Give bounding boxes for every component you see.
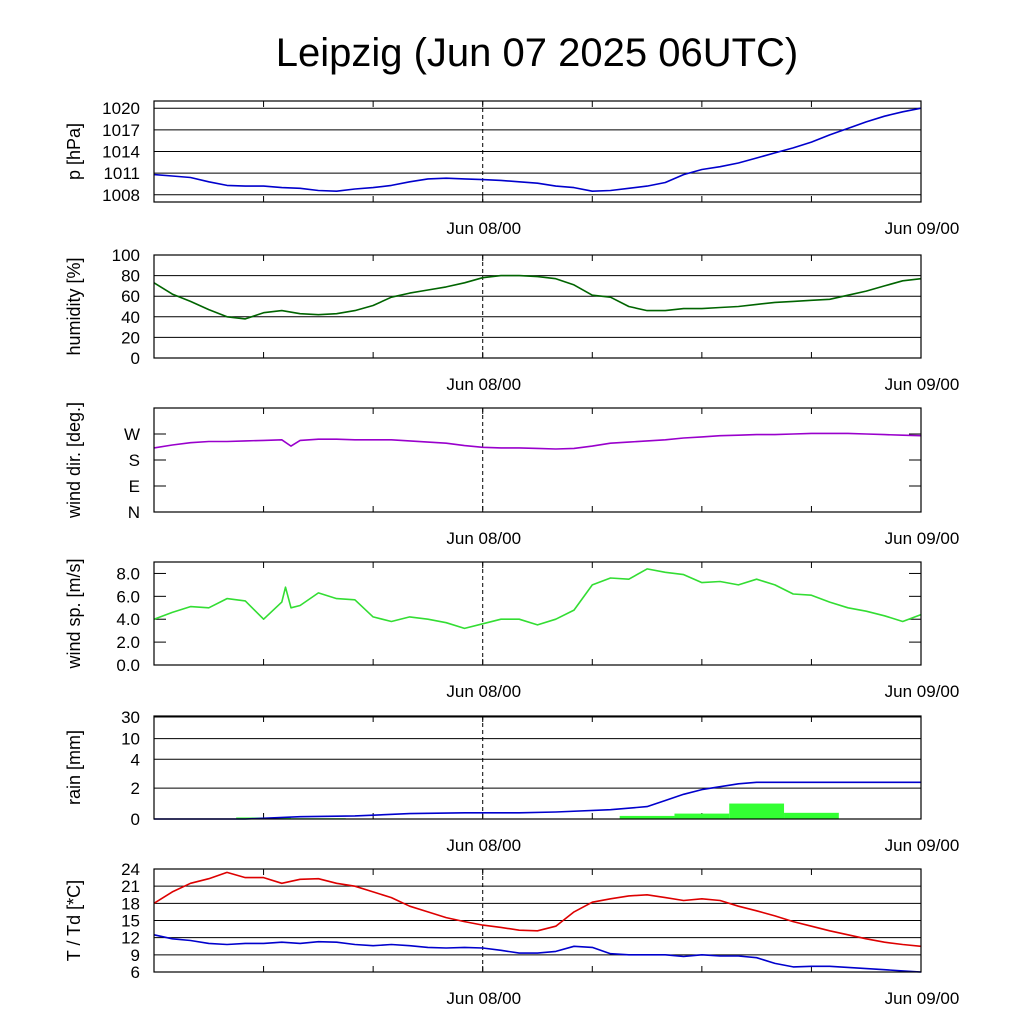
y-tick-label: 1008: [102, 186, 140, 205]
x-tick-label: Jun 08/00: [446, 836, 521, 855]
y-tick-label: 1011: [103, 164, 140, 183]
y-tick-label: 0: [131, 810, 140, 829]
x-tick-label: Jun 08/00: [446, 682, 521, 701]
series-line-rain_accum: [154, 781, 921, 820]
y-tick-label: 40: [121, 308, 140, 327]
y-tick-label: 15: [121, 912, 140, 931]
rain-bar: [674, 813, 730, 819]
y-tick-label: 60: [121, 287, 140, 306]
y-tick-label: 9: [131, 946, 140, 965]
y-tick-label: E: [129, 477, 140, 496]
y-tick-label: 1017: [102, 121, 140, 140]
y-tick-label: N: [128, 503, 140, 522]
y-tick-label: 4.0: [116, 610, 140, 629]
x-tick-label: Jun 08/00: [446, 375, 521, 394]
plot-frame: [153, 561, 922, 666]
panel-wind_speed: 0.0 2.0 4.0 6.0 8.0 wind sp. [m/s] Jun 08/00 Ju…: [64, 558, 959, 701]
series-line-wind_dir: [153, 432, 922, 450]
series-line-pressure: [153, 107, 922, 192]
rain-bar: [729, 803, 785, 819]
panel-pressure: 1008 1011 1014 1017 1020 p [hPa] Jun 08/00 Jun …: [64, 99, 959, 238]
x-tick-label: Jun 09/00: [885, 219, 960, 238]
y-tick-label: 0.0: [116, 656, 140, 675]
plot-frame: [153, 868, 922, 973]
y-tick-label: 10: [121, 730, 140, 749]
rain-bar: [619, 815, 675, 819]
series-line-humidity: [153, 274, 922, 320]
y-tick-label: 4: [131, 750, 140, 769]
plot-frame: [153, 254, 922, 359]
x-tick-label: Jun 09/00: [885, 989, 960, 1008]
x-tick-label: Jun 08/00: [446, 219, 521, 238]
y-tick-label: 21: [121, 877, 140, 896]
x-tick-label: Jun 08/00: [446, 529, 521, 548]
y-tick-label: 20: [121, 328, 140, 347]
y-tick-label: 1020: [102, 99, 140, 118]
y-axis-label: wind sp. [m/s]: [64, 558, 84, 669]
series-line-wind_speed: [153, 568, 922, 630]
series-line-temperature: [153, 871, 922, 948]
y-tick-label: 24: [121, 860, 140, 879]
y-tick-label: 2: [131, 779, 140, 798]
plot-frame: [153, 407, 922, 513]
y-tick-label: W: [124, 425, 140, 444]
y-tick-label: 80: [121, 267, 140, 286]
y-axis-label: T / Td [*C]: [64, 880, 84, 961]
x-tick-label: Jun 09/00: [885, 529, 960, 548]
x-tick-label: Jun 09/00: [885, 836, 960, 855]
y-tick-label: 2.0: [116, 633, 140, 652]
panel-rain: 0 2 410 30 rain [mm] Jun 08/00 Jun 09/00: [64, 708, 959, 855]
series-line-dewpoint: [153, 934, 922, 973]
y-tick-label: 30: [121, 708, 140, 727]
rain-bar: [784, 812, 839, 819]
y-tick-label: 6: [131, 963, 140, 982]
x-tick-label: Jun 08/00: [446, 989, 521, 1008]
y-tick-label: 0: [131, 349, 140, 368]
y-tick-label: 1014: [102, 143, 140, 162]
y-axis-label: rain [mm]: [64, 730, 84, 805]
y-tick-label: 8.0: [116, 564, 140, 583]
x-tick-label: Jun 09/00: [885, 682, 960, 701]
y-axis-label: humidity [%]: [64, 257, 84, 355]
y-axis-label: wind dir. [deg.]: [64, 402, 84, 519]
y-tick-label: 18: [121, 894, 140, 913]
y-tick-label: S: [129, 451, 140, 470]
y-axis-label: p [hPa]: [64, 123, 84, 180]
y-tick-label: 12: [121, 929, 140, 948]
chart-title: Leipzig (Jun 07 2025 06UTC): [276, 31, 799, 75]
plot-frame: [153, 715, 922, 820]
plot-frame: [153, 100, 922, 203]
x-tick-label: Jun 09/00: [885, 375, 960, 394]
y-tick-label: 6.0: [116, 587, 140, 606]
y-tick-label: 100: [112, 246, 140, 265]
